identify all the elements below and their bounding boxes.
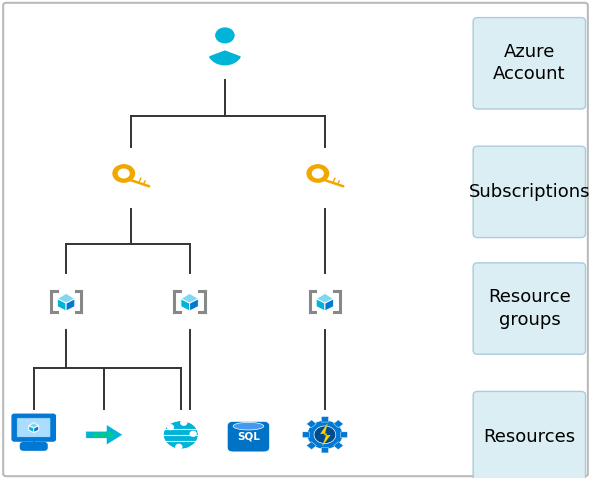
Polygon shape (66, 299, 75, 311)
Polygon shape (303, 432, 309, 438)
Circle shape (216, 28, 234, 43)
FancyBboxPatch shape (473, 391, 585, 479)
Polygon shape (321, 447, 329, 453)
Text: Azure
Account: Azure Account (493, 43, 566, 83)
FancyBboxPatch shape (17, 418, 51, 437)
Circle shape (312, 169, 323, 178)
Circle shape (163, 421, 199, 449)
Text: Subscriptions: Subscriptions (469, 183, 590, 201)
Polygon shape (190, 299, 198, 311)
Polygon shape (57, 299, 66, 311)
Polygon shape (321, 424, 330, 446)
Polygon shape (29, 422, 39, 428)
Polygon shape (316, 299, 325, 311)
Polygon shape (86, 424, 123, 445)
Circle shape (314, 426, 336, 444)
Polygon shape (316, 293, 333, 303)
Wedge shape (210, 51, 240, 65)
Polygon shape (306, 442, 316, 450)
Polygon shape (29, 426, 34, 433)
Polygon shape (181, 299, 190, 311)
Text: Resource
groups: Resource groups (488, 288, 571, 329)
Circle shape (181, 421, 187, 425)
Circle shape (167, 425, 173, 430)
FancyBboxPatch shape (473, 18, 585, 109)
FancyBboxPatch shape (227, 422, 269, 452)
Circle shape (101, 433, 106, 437)
Circle shape (307, 165, 329, 182)
Polygon shape (333, 442, 343, 450)
FancyBboxPatch shape (473, 146, 585, 238)
Polygon shape (34, 426, 39, 433)
Polygon shape (333, 420, 343, 428)
FancyBboxPatch shape (12, 414, 56, 441)
Polygon shape (321, 417, 329, 422)
FancyBboxPatch shape (3, 3, 588, 476)
Circle shape (94, 433, 98, 437)
Circle shape (307, 421, 342, 449)
Polygon shape (306, 420, 316, 428)
Ellipse shape (233, 422, 264, 430)
Text: Resources: Resources (484, 428, 576, 446)
Circle shape (108, 433, 112, 437)
Circle shape (113, 165, 135, 182)
Polygon shape (181, 293, 198, 303)
FancyBboxPatch shape (21, 443, 47, 450)
Polygon shape (57, 293, 75, 303)
Polygon shape (341, 432, 347, 438)
Circle shape (118, 169, 129, 178)
Text: SQL: SQL (237, 432, 260, 441)
Circle shape (190, 432, 196, 436)
Polygon shape (325, 299, 333, 311)
Circle shape (176, 445, 182, 449)
FancyBboxPatch shape (473, 263, 585, 354)
